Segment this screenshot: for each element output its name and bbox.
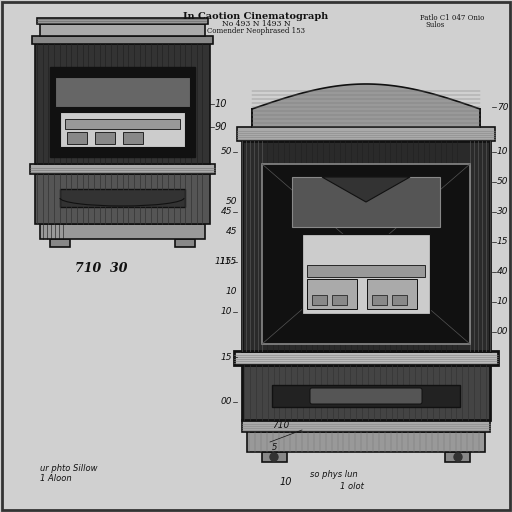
Text: In Caotion Cinematograph: In Caotion Cinematograph bbox=[183, 12, 329, 21]
Bar bbox=[30, 164, 215, 174]
Ellipse shape bbox=[270, 453, 278, 461]
Text: 710  30: 710 30 bbox=[75, 262, 127, 275]
Text: Sulos: Sulos bbox=[425, 21, 444, 29]
Bar bbox=[302, 234, 430, 314]
Bar bbox=[307, 279, 357, 309]
Bar bbox=[95, 132, 115, 144]
Text: 90: 90 bbox=[215, 122, 227, 132]
Text: 1 olot: 1 olot bbox=[340, 482, 364, 491]
Text: so phys lun: so phys lun bbox=[310, 470, 357, 479]
Text: 10: 10 bbox=[221, 308, 232, 316]
Bar bbox=[332, 295, 347, 305]
Text: 00: 00 bbox=[497, 328, 508, 336]
Text: 70: 70 bbox=[497, 102, 508, 112]
Bar bbox=[292, 177, 440, 227]
Bar bbox=[35, 44, 210, 164]
Bar bbox=[367, 279, 417, 309]
Bar bbox=[37, 18, 208, 24]
Text: 30: 30 bbox=[497, 207, 508, 217]
Bar bbox=[65, 119, 180, 129]
Bar bbox=[234, 351, 498, 365]
Bar bbox=[272, 385, 460, 407]
Text: 45: 45 bbox=[225, 227, 237, 237]
Text: 50: 50 bbox=[221, 147, 232, 157]
Bar bbox=[237, 127, 495, 141]
Bar bbox=[262, 452, 287, 462]
Text: 1 Aloon: 1 Aloon bbox=[40, 474, 72, 483]
Text: 00: 00 bbox=[221, 397, 232, 407]
Bar bbox=[242, 420, 490, 432]
Text: 10: 10 bbox=[225, 288, 237, 296]
Bar bbox=[40, 24, 205, 36]
Bar bbox=[252, 109, 480, 127]
Text: 50: 50 bbox=[225, 198, 237, 206]
Text: ur phto Sillow: ur phto Sillow bbox=[40, 464, 97, 473]
Text: 115: 115 bbox=[215, 258, 232, 267]
Bar bbox=[60, 189, 185, 207]
Bar bbox=[262, 164, 470, 344]
Bar bbox=[445, 452, 470, 462]
Bar bbox=[32, 36, 213, 44]
Text: 15: 15 bbox=[497, 238, 508, 246]
Bar bbox=[307, 265, 425, 277]
Text: 45: 45 bbox=[221, 207, 232, 217]
Bar bbox=[50, 239, 70, 247]
Bar bbox=[242, 365, 490, 420]
FancyBboxPatch shape bbox=[310, 388, 422, 404]
Ellipse shape bbox=[454, 453, 462, 461]
Text: No 493 N 1493 N: No 493 N 1493 N bbox=[222, 20, 290, 28]
Text: 15: 15 bbox=[221, 352, 232, 361]
Text: 10: 10 bbox=[215, 99, 227, 109]
Bar bbox=[55, 77, 190, 107]
Text: 115: 115 bbox=[220, 258, 237, 267]
Text: 10: 10 bbox=[280, 477, 292, 487]
Bar bbox=[60, 112, 185, 147]
Text: Comender Neophrased 153: Comender Neophrased 153 bbox=[207, 27, 305, 35]
Text: Patlo C1 047 Onio: Patlo C1 047 Onio bbox=[420, 14, 484, 22]
Text: 50: 50 bbox=[497, 178, 508, 186]
Bar bbox=[247, 432, 485, 452]
Bar bbox=[392, 295, 407, 305]
Bar bbox=[35, 174, 210, 224]
Bar bbox=[175, 239, 195, 247]
Text: 710: 710 bbox=[272, 421, 289, 431]
Bar bbox=[123, 132, 143, 144]
Bar bbox=[372, 295, 387, 305]
Text: 10: 10 bbox=[497, 297, 508, 307]
Bar bbox=[50, 67, 195, 157]
Text: 10: 10 bbox=[497, 147, 508, 157]
Bar bbox=[242, 141, 490, 351]
Text: 40: 40 bbox=[497, 267, 508, 276]
Polygon shape bbox=[322, 177, 410, 202]
Bar bbox=[312, 295, 327, 305]
Bar bbox=[40, 224, 205, 239]
Bar bbox=[67, 132, 87, 144]
Text: 5: 5 bbox=[272, 442, 278, 452]
